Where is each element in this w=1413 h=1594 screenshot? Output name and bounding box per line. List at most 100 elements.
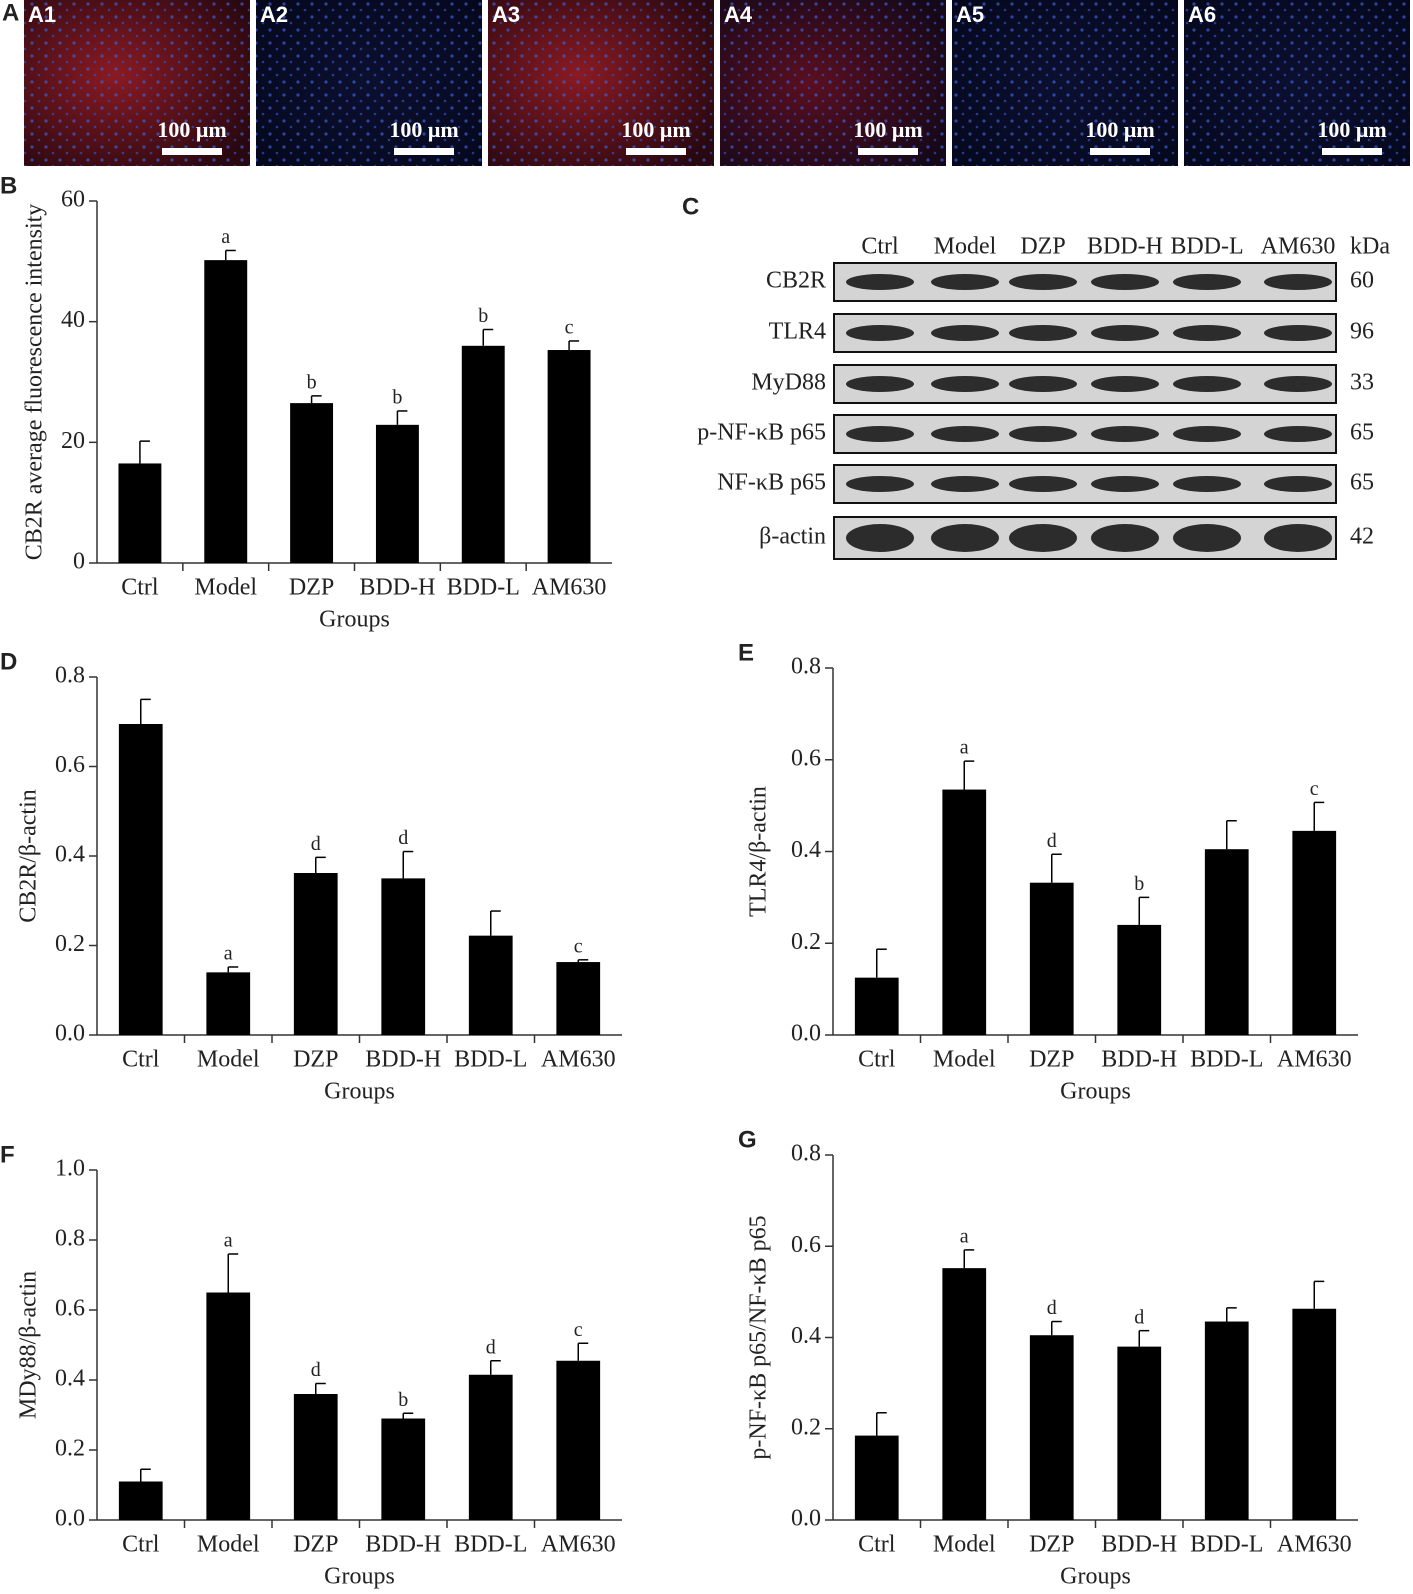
panel-label: G: [738, 1126, 757, 1153]
x-tick-label: BDD-L: [454, 1047, 527, 1073]
blot-band: [931, 476, 999, 492]
bar: [556, 962, 601, 1035]
y-axis-label: MDy88/β-actin: [16, 1271, 42, 1419]
scale-bar-label: 100 μm: [1085, 117, 1154, 142]
x-tick-label: Model: [933, 1047, 996, 1073]
blot-band: [1091, 476, 1159, 492]
bar: [854, 977, 899, 1035]
x-tick-label: BDD-H: [1101, 1047, 1177, 1073]
significance-label: b: [1134, 873, 1144, 895]
x-tick-label: AM630: [1277, 1047, 1352, 1073]
protein-label: MyD88: [751, 370, 826, 396]
y-tick-label: 0.0: [55, 1021, 85, 1047]
panel-label: C: [682, 193, 699, 220]
significance-label: b: [392, 387, 402, 409]
blot-frame: [833, 516, 1337, 560]
blot-frame: [833, 464, 1337, 504]
blot-band: [931, 325, 999, 341]
blot-band: [1091, 426, 1159, 442]
x-tick-label: Model: [194, 575, 257, 601]
significance-label: c: [574, 935, 583, 957]
bar: [1117, 924, 1162, 1035]
x-tick-label: Ctrl: [122, 1047, 160, 1073]
bar: [942, 789, 987, 1035]
x-tick-label: Ctrl: [122, 1532, 160, 1558]
x-tick-label: BDD-H: [365, 1047, 441, 1073]
column-header: Model: [934, 234, 997, 260]
x-tick-label: DZP: [293, 1532, 338, 1558]
x-tick-label: Model: [197, 1047, 260, 1073]
protein-label: β-actin: [759, 524, 826, 550]
bar: [293, 1394, 338, 1520]
x-axis-label: Groups: [319, 607, 390, 633]
blot-band: [931, 426, 999, 442]
blot-band: [1173, 274, 1241, 290]
x-tick-label: DZP: [1029, 1047, 1074, 1073]
y-tick-label: 0.8: [55, 663, 85, 689]
bar: [1292, 830, 1337, 1035]
blot-band: [1264, 325, 1332, 341]
significance-label: a: [224, 1230, 233, 1252]
bar: [206, 1292, 251, 1520]
significance-label: d: [398, 827, 408, 849]
significance-label: a: [224, 943, 233, 965]
panel-label: B: [0, 172, 17, 199]
image-label: A6: [1188, 2, 1216, 27]
blot-band: [846, 476, 914, 492]
nuclei: [720, 0, 946, 166]
protein-label: CB2R: [766, 268, 826, 294]
y-tick-label: 0: [73, 549, 85, 575]
nuclei: [256, 0, 482, 166]
bar: [293, 873, 338, 1035]
column-header: AM630: [1261, 234, 1336, 260]
y-tick-label: 0.2: [791, 1414, 821, 1440]
blot-band: [931, 376, 999, 392]
kda-label: 65: [1350, 470, 1374, 496]
blot-band: [846, 274, 914, 290]
panel-label: E: [738, 639, 754, 666]
bar: [204, 260, 248, 563]
x-tick-label: AM630: [1277, 1532, 1352, 1558]
x-tick-label: BDD-L: [1190, 1532, 1263, 1558]
x-tick-label: Ctrl: [858, 1047, 896, 1073]
blot-band: [1264, 376, 1332, 392]
unit-header: kDa: [1350, 234, 1390, 260]
x-axis-label: Groups: [324, 1079, 395, 1105]
blot-band: [1091, 524, 1159, 552]
significance-label: d: [1047, 830, 1057, 852]
significance-label: d: [311, 833, 321, 855]
significance-label: c: [565, 317, 574, 339]
x-tick-label: Ctrl: [858, 1532, 896, 1558]
significance-label: a: [221, 226, 230, 248]
bar: [118, 1481, 163, 1520]
kda-label: 33: [1350, 370, 1374, 396]
nuclei: [24, 0, 250, 166]
significance-label: d: [486, 1336, 496, 1358]
column-header: BDD-H: [1087, 234, 1163, 260]
bar: [547, 350, 591, 563]
x-tick-label: Ctrl: [121, 575, 159, 601]
image-label: A2: [260, 2, 288, 27]
blot-band: [1091, 274, 1159, 290]
x-tick-label: AM630: [541, 1532, 616, 1558]
significance-label: c: [574, 1319, 583, 1341]
blot-band: [1173, 376, 1241, 392]
bar: [1292, 1308, 1337, 1520]
x-tick-label: BDD-L: [447, 575, 520, 601]
blot-band: [1091, 325, 1159, 341]
blot-band: [1173, 524, 1241, 552]
y-tick-label: 0.4: [55, 1366, 85, 1392]
x-tick-label: AM630: [532, 575, 607, 601]
nuclei: [488, 0, 714, 166]
blot-band: [846, 325, 914, 341]
scale-bar-label: 100 μm: [389, 117, 458, 142]
blot-band: [1009, 325, 1077, 341]
kda-label: 65: [1350, 420, 1374, 446]
significance-label: c: [1310, 778, 1319, 800]
blot-band: [1009, 426, 1077, 442]
y-tick-label: 0.0: [55, 1506, 85, 1532]
y-tick-label: 0.4: [55, 842, 85, 868]
bar: [942, 1268, 987, 1520]
blot-band: [931, 274, 999, 290]
x-tick-label: DZP: [289, 575, 334, 601]
